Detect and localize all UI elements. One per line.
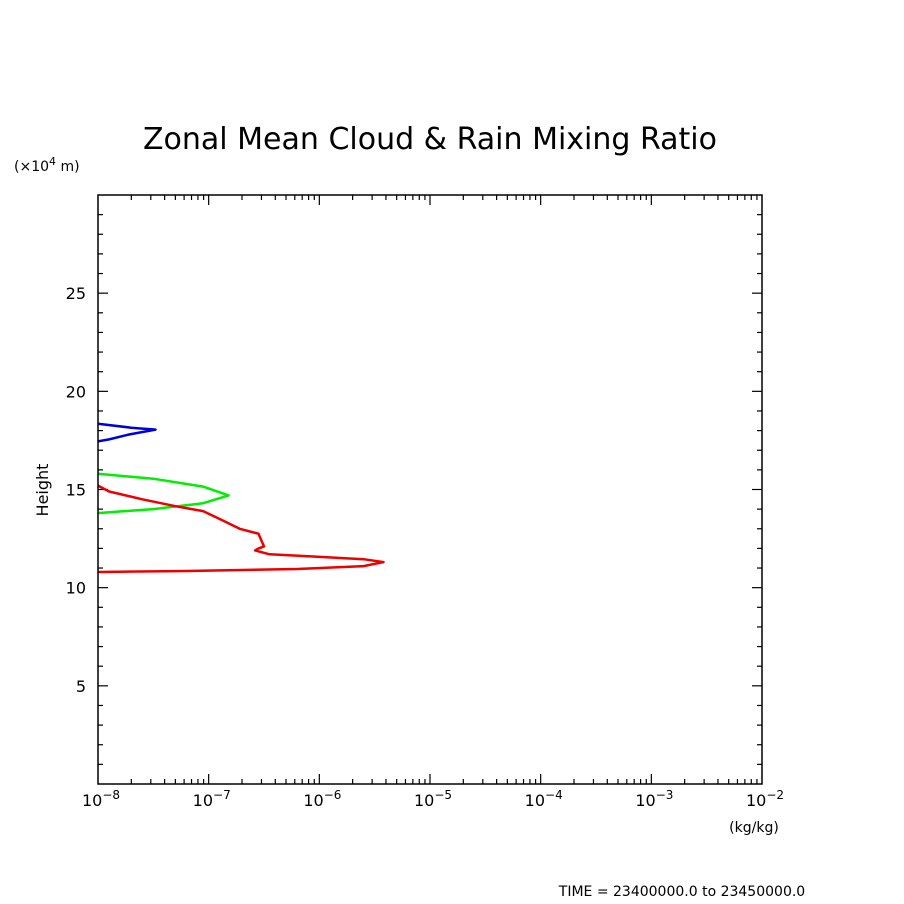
x-tick-labels: 10−8 10−7 10−6 10−5 10−4 10−3 10−2 (82, 788, 784, 810)
axis-ticks (98, 195, 762, 784)
y-tick-label: 10 (66, 579, 86, 598)
x-tick-label: 10−5 (414, 788, 452, 810)
x-tick-label: 10−8 (82, 788, 120, 810)
y-tick-label: 25 (66, 284, 86, 303)
time-label: TIME = 23400000.0 to 23450000.0 (558, 884, 805, 900)
chart-title: Zonal Mean Cloud & Rain Mixing Ratio (143, 122, 717, 157)
y-unit-label: (×104 m) (14, 155, 80, 175)
y-tick-label: 20 (66, 382, 86, 401)
y-tick-label: 5 (76, 677, 86, 696)
y-tick-label: 15 (66, 481, 86, 500)
plot-frame (97, 194, 763, 785)
series-line-blue (97, 422, 157, 443)
y-axis-label: Height (33, 464, 52, 517)
x-tick-label: 10−2 (746, 788, 784, 810)
x-tick-label: 10−7 (193, 788, 231, 810)
series-group (97, 422, 385, 574)
x-unit-label: (kg/kg) (729, 820, 779, 836)
series-line-red (97, 484, 385, 574)
series-line-green (97, 472, 230, 515)
y-tick-labels: 5 10 15 20 25 (66, 284, 86, 696)
x-tick-label: 10−3 (635, 788, 673, 810)
x-tick-label: 10−6 (303, 788, 341, 810)
x-tick-label: 10−4 (525, 788, 563, 810)
